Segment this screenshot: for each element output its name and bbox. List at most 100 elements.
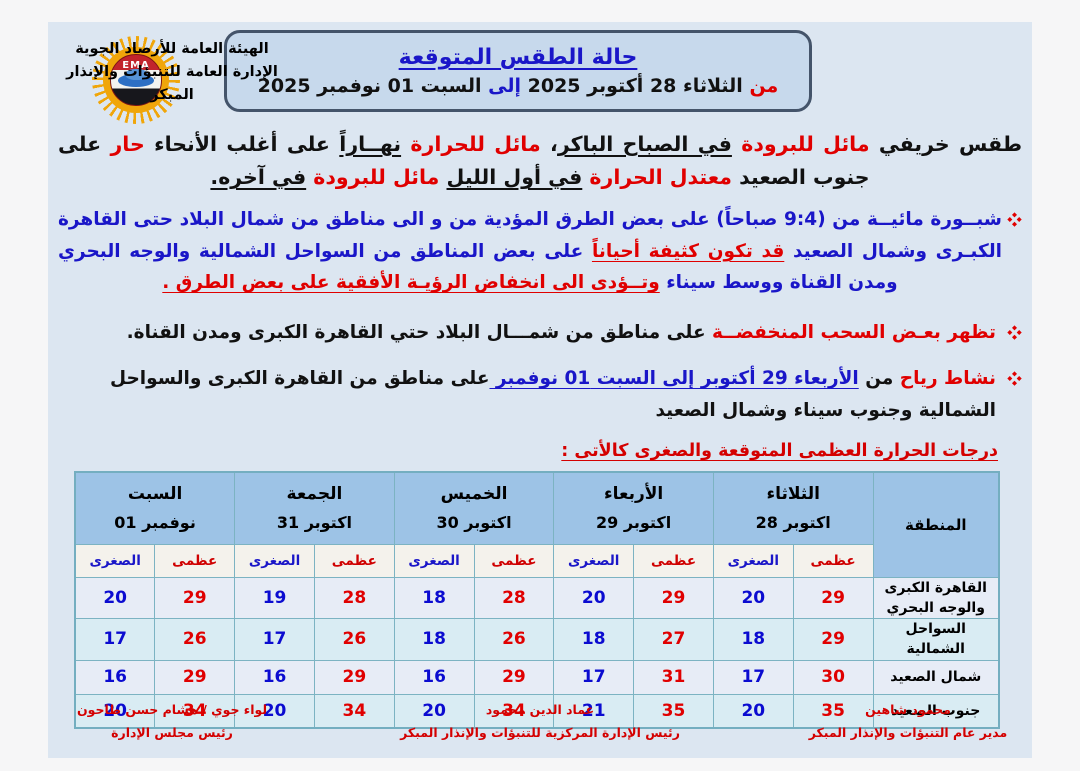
max-temp-cell: 30 [792, 659, 874, 695]
text-segment: نهــاراً [339, 132, 402, 156]
diamond-bullet-icon [1007, 212, 1022, 228]
min-label-cell: الصغرى [234, 543, 315, 578]
text-segment: ، [540, 132, 558, 156]
fog-text: شبــورة مائيــة من (9:4 صباحاً) على بعض … [58, 204, 1002, 298]
text-segment: شبــورة مائيــة من (9:4 صباحاً) على بعض … [58, 209, 1002, 262]
text-segment: على مناطق من شمـــال البلاد حتي القاهرة … [126, 321, 706, 343]
max-temp-cell: 31 [633, 659, 714, 695]
signature-name: عماد الدين محمود [485, 702, 595, 717]
min-temp-cell: 18 [553, 618, 635, 661]
max-temp-cell: 34 [473, 693, 555, 729]
ema-logo: EMA [92, 36, 180, 124]
text-segment: قد تكون كثيفة أحياناً [591, 240, 785, 262]
day-header-cell: الثلاثاء 28 اكتوبر [712, 471, 874, 545]
text-segment: حار [101, 132, 145, 156]
day-name: الجمعة [286, 483, 343, 504]
max-label-cell: عظمى [792, 543, 874, 578]
temperature-table: المنطقة الثلاثاء 28 اكتوبر الأربعاء 29 اكتوب… [74, 471, 1000, 730]
min-temp-cell: 17 [712, 659, 794, 695]
max-temp-cell: 26 [313, 618, 395, 661]
max-temp-cell: 34 [313, 693, 395, 729]
min-temp-cell: 19 [234, 576, 315, 620]
text-segment: من [858, 368, 894, 390]
signature-forecast-director: محمود شاهين مدير عام التنبؤات والإنذار ا… [808, 699, 1008, 744]
text-segment: في آخره. [210, 165, 307, 190]
min-temp-cell: 20 [74, 693, 156, 729]
max-temp-cell: 29 [792, 618, 874, 661]
text-segment: وتــؤدى الى انخفاض الرؤيـة الأفقية على ب… [162, 272, 660, 294]
region-name-cell: القاهرة الكبرى والوجه البحري [872, 576, 1000, 620]
text-segment: مائل للحرارة [401, 132, 541, 156]
region-name-cell: شمال الصعيد [872, 659, 1000, 695]
max-label-cell: عظمى [154, 543, 236, 578]
text-segment: تظهر بعـض السحب المنخفضــة [705, 321, 996, 343]
org-line2: الإدارة العامة للتنبؤات والإنذار المبكر [66, 64, 278, 104]
min-temp-cell: 18 [393, 618, 475, 661]
ema-logo-text: EMA [122, 59, 150, 71]
text-segment: الأربعاء 29 أكتوبر إلى السبت 01 نوفمبر [489, 368, 859, 390]
text-segment: في الصباح الباكر [557, 132, 732, 156]
max-temp-cell: 27 [633, 618, 714, 661]
max-temp-cell: 29 [154, 576, 236, 620]
day-date: 29 اكتوبر [596, 513, 672, 533]
max-temp-cell: 29 [313, 659, 395, 695]
table-row: شمال الصعيد 30 17 31 17 29 16 29 16 29 16 [74, 659, 1000, 695]
text-segment: في أول الليل [446, 165, 583, 190]
weather-bulletin-document: EMA حالة الطقس المتوقعة من الثلاثاء 28 أ… [48, 22, 1032, 758]
min-temp-cell: 18 [712, 618, 794, 661]
table-title: درجات الحرارة العظمى المتوقعة والصغرى كا… [561, 441, 998, 462]
max-temp-cell: 28 [313, 576, 395, 620]
signature-title: رئيس مجلس الإدارة [111, 724, 233, 740]
min-label-cell: الصغرى [553, 543, 635, 578]
region-column-header: المنطقة [872, 471, 1000, 578]
min-temp-cell: 20 [393, 693, 475, 729]
content: طقس خريفي مائل للبرودة في الصباح الباكر،… [58, 128, 1023, 730]
region-name-cell: جنوب الصعيد [872, 693, 1000, 729]
table-row: جنوب الصعيد 35 20 35 21 34 20 34 20 34 20 [74, 693, 1000, 729]
text-segment: معتدل الحرارة [582, 165, 732, 190]
diamond-bullet-icon [1007, 371, 1022, 386]
fog-bullet: شبــورة مائيــة من (9:4 صباحاً) على بعض … [58, 204, 1022, 298]
text-segment: مائل للبرودة [731, 132, 870, 156]
text-segment: نشاط رياح [893, 368, 996, 390]
text-segment: إلى [481, 75, 521, 97]
cloud-icon [125, 68, 148, 81]
signature-board-chairman: لواء جوي / هشام حسن طاحون رئيس مجلس الإد… [72, 699, 272, 744]
text-segment: من [742, 75, 779, 97]
max-label-cell: عظمى [313, 543, 395, 578]
ema-emblem: EMA [110, 54, 162, 106]
day-name: السبت [127, 483, 183, 504]
day-header-cell: السبت 01 نوفمبر [74, 471, 236, 545]
text-segment: طقس خريفي [869, 132, 1023, 156]
signature-title: رئيس الإدارة المركزية للتنبؤات والإنذار … [400, 724, 680, 740]
text-segment: على بعض المناطق من السواحل الشمالية والو… [58, 240, 898, 294]
table-row: القاهرة الكبرى والوجه البحري 29 20 29 20 28 18… [74, 576, 1000, 620]
header-box: حالة الطقس المتوقعة من الثلاثاء 28 أكتوب… [224, 30, 812, 112]
min-temp-cell: 21 [553, 693, 635, 729]
max-temp-cell: 28 [473, 576, 555, 620]
min-temp-cell: 16 [74, 659, 156, 695]
wind-bullet: نشاط رياح من الأربعاء 29 أكتوبر إلى السب… [58, 363, 1022, 426]
max-temp-cell: 26 [473, 618, 555, 661]
text-segment: السبت 01 نوفمبر 2025 [257, 75, 482, 97]
min-temp-cell: 16 [393, 659, 475, 695]
day-name: الخميس [440, 483, 508, 504]
day-header-cell: الخميس 30 اكتوبر [393, 471, 555, 545]
min-temp-cell: 17 [553, 659, 635, 695]
text-segment: مائل للبرودة [306, 165, 440, 190]
clouds-text: تظهر بعـض السحب المنخفضــة على مناطق من … [58, 317, 996, 348]
text-segment: على أغلب الأنحاء [144, 132, 340, 156]
signature-central-admin-head: عماد الدين محمود رئيس الإدارة المركزية ل… [400, 699, 680, 744]
max-label-cell: عظمى [473, 543, 555, 578]
min-label-cell: الصغرى [74, 543, 156, 578]
region-name-cell: السواحل الشمالية [872, 618, 1000, 661]
min-temp-cell: 20 [234, 693, 315, 729]
max-temp-cell: 35 [633, 693, 714, 729]
table-row: السواحل الشمالية 29 18 27 18 26 18 26 17 26 17 [74, 618, 1000, 661]
bulletin-period: من الثلاثاء 28 أكتوبر 2025 إلى السبت 01 … [237, 75, 799, 97]
day-date: 01 نوفمبر [114, 513, 196, 533]
day-name: الثلاثاء [766, 483, 820, 504]
signature-title: مدير عام التنبؤات والإنذار المبكر [808, 724, 1008, 740]
min-temp-cell: 16 [234, 659, 315, 695]
